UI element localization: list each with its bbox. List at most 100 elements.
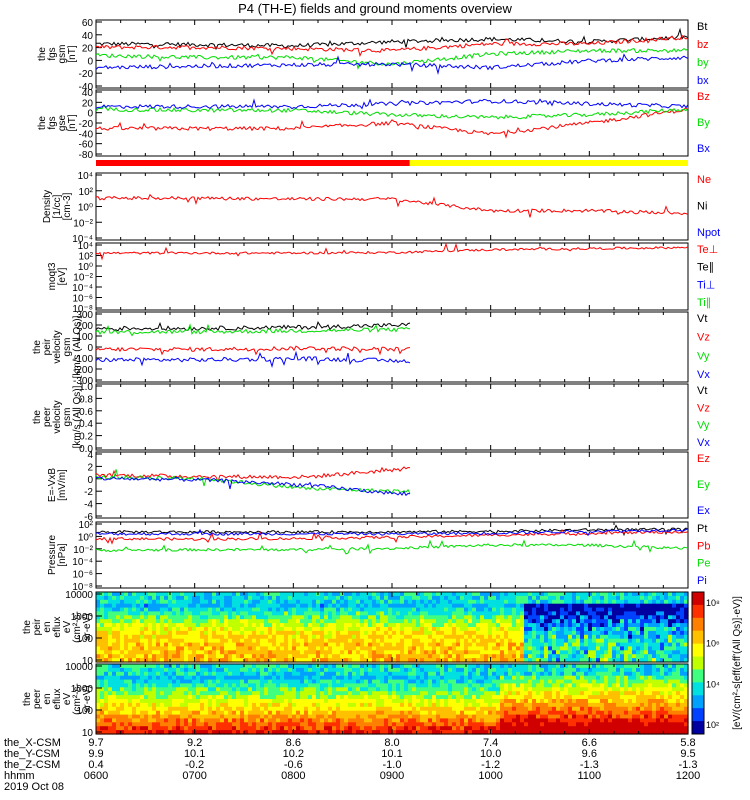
- spectrogram-cell: [356, 634, 361, 640]
- spectrogram-cell: [168, 675, 173, 681]
- spectrogram-cell: [564, 646, 569, 651]
- spectrogram-cell: [332, 603, 337, 609]
- spectrogram-cell: [220, 726, 225, 731]
- spectrogram-cell: [356, 675, 361, 681]
- panel-frame: [95, 383, 689, 451]
- spectrogram-cell: [672, 603, 677, 609]
- spectrogram-cell: [556, 623, 561, 628]
- spectrogram-cell: [348, 638, 353, 644]
- spectrogram-cell: [160, 714, 165, 720]
- spectrogram-cell: [148, 627, 153, 632]
- spectrogram-cell: [308, 630, 313, 636]
- spectrogram-cell: [228, 683, 233, 688]
- spectrogram-cell: [240, 687, 245, 692]
- spectrogram-cell: [128, 595, 133, 601]
- spectrogram-cell: [180, 603, 185, 609]
- spectrogram-cell: [300, 599, 305, 605]
- spectrogram-cell: [444, 706, 449, 712]
- spectrogram-cell: [176, 599, 181, 605]
- spectrogram-cell: [396, 718, 401, 723]
- spectrogram-cell: [376, 691, 381, 696]
- spectrogram-cell: [204, 650, 209, 655]
- spectrogram-cell: [116, 607, 121, 613]
- spectrogram-cell: [272, 679, 277, 685]
- spectrogram-cell: [188, 627, 193, 632]
- spectrogram-cell: [664, 623, 669, 628]
- spectrogram-cell: [500, 623, 505, 628]
- spectrogram-cell: [116, 718, 121, 723]
- spectrogram-cell: [392, 664, 397, 669]
- spectrogram-cell: [380, 619, 385, 624]
- spectrogram-cell: [244, 638, 249, 644]
- spectrogram-cell: [284, 722, 289, 727]
- spectrogram-cell: [112, 687, 117, 692]
- spectrogram-cell: [168, 654, 173, 659]
- spectrogram-cell: [284, 714, 289, 720]
- spectrogram-cell: [444, 627, 449, 632]
- spectrogram-cell: [536, 634, 541, 640]
- spectrogram-cell: [256, 699, 261, 704]
- spectrogram-cell: [220, 592, 225, 597]
- spectrogram-cell: [428, 710, 433, 716]
- spectrogram-cell: [292, 650, 297, 655]
- spectrogram-cell: [408, 702, 413, 708]
- spectrogram-cell: [220, 638, 225, 644]
- spectrogram-cell: [396, 683, 401, 688]
- panel-frame: [95, 19, 689, 89]
- spectrogram-cell: [584, 592, 589, 597]
- spectrogram-cell: [640, 638, 645, 644]
- spectrogram-cell: [616, 658, 621, 663]
- spectrogram-cell: [100, 650, 105, 655]
- series-Bx-line: [95, 98, 689, 110]
- spectrogram-cell: [392, 710, 397, 716]
- spectrogram-cell: [312, 619, 317, 624]
- spectrogram-cell: [184, 592, 189, 597]
- y-tick-label: 200: [76, 321, 93, 332]
- spectrogram-cell: [376, 654, 381, 659]
- spectrogram-cell: [300, 683, 305, 688]
- spectrogram-cell: [232, 630, 237, 636]
- spectrogram-cell: [172, 730, 177, 735]
- spectrogram-cell: [612, 599, 617, 605]
- spectrogram-cell: [284, 679, 289, 685]
- spectrogram-cell: [212, 650, 217, 655]
- spectrogram-cell: [256, 658, 261, 663]
- spectrogram-cell: [384, 710, 389, 716]
- y-tick-label: 10²: [79, 187, 94, 198]
- spectrogram-cell: [236, 687, 241, 692]
- spectrogram-cell: [360, 599, 365, 605]
- spectrogram-cell: [136, 664, 141, 669]
- spectrogram-cell: [324, 611, 329, 616]
- spectrogram-cell: [644, 603, 649, 609]
- spectrogram-cell: [168, 714, 173, 720]
- spectrogram-cell: [504, 623, 509, 628]
- spectrogram-cell: [444, 730, 449, 735]
- spectrogram-cell: [256, 706, 261, 712]
- spectrogram-cell: [312, 607, 317, 613]
- spectrogram-cell: [364, 714, 369, 720]
- spectrogram-cell: [156, 654, 161, 659]
- spectrogram-cell: [288, 687, 293, 692]
- spectrogram-cell: [428, 702, 433, 708]
- spectrogram-cell: [428, 650, 433, 655]
- spectrogram-cell: [548, 646, 553, 651]
- spectrogram-cell: [284, 615, 289, 620]
- spectrogram-cell: [524, 658, 529, 663]
- spectrogram-cell: [164, 699, 169, 704]
- spectrogram-cell: [316, 683, 321, 688]
- spectrogram-cell: [204, 726, 209, 731]
- spectrogram-cell: [232, 683, 237, 688]
- spectrogram-cell: [152, 667, 157, 673]
- spectrogram-cell: [164, 627, 169, 632]
- spectrogram-cell: [160, 592, 165, 597]
- y-axis-label: peir: [32, 618, 43, 635]
- spectrogram-cell: [140, 611, 145, 616]
- spectrogram-cell: [272, 664, 277, 669]
- spectrogram-cell: [352, 634, 357, 640]
- spectrogram-cell: [412, 595, 417, 601]
- spectrogram-cell: [152, 695, 157, 700]
- series-Bz-line: [95, 107, 689, 139]
- spectrogram-cell: [492, 595, 497, 601]
- legend-Vx: Vx: [697, 369, 710, 381]
- spectrogram-cell: [340, 699, 345, 704]
